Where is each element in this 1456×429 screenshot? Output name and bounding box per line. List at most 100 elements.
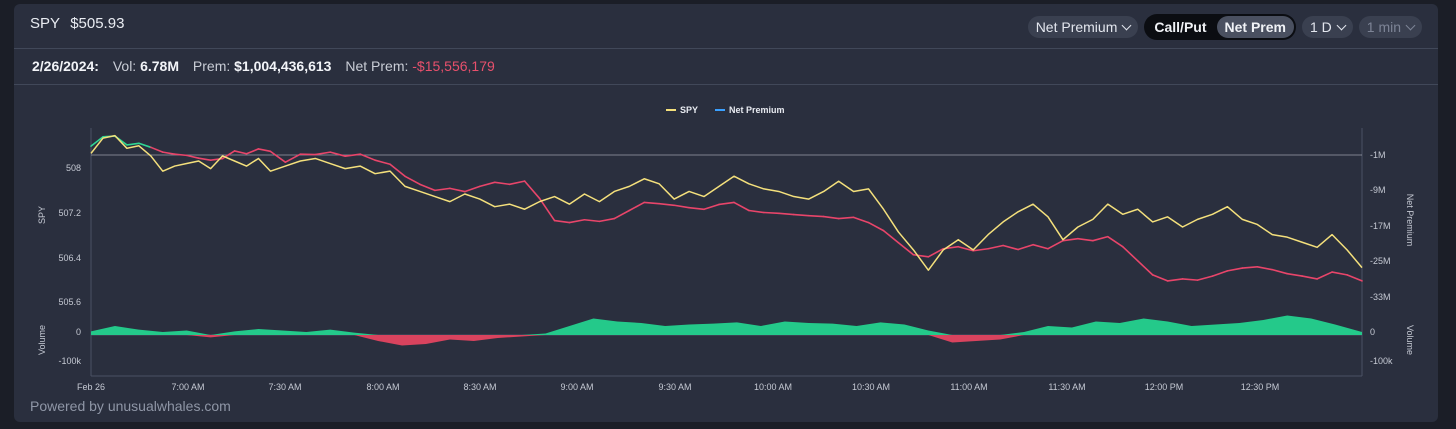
net-premium-segment xyxy=(1181,278,1199,281)
net-premium-segment xyxy=(598,217,616,223)
net-premium-segment xyxy=(643,201,661,205)
net-premium-segment xyxy=(882,229,900,244)
net-premium-segment xyxy=(912,253,930,258)
net-premium-segment xyxy=(1047,239,1064,250)
y-volume-tick-left: -100k xyxy=(58,356,81,366)
net-premium-segment xyxy=(434,187,451,192)
net-premium-segment xyxy=(1211,270,1229,277)
chart-header: SPY $505.93 Net Premium Call/Put Net Pre… xyxy=(14,4,1438,49)
ticker-symbol: SPY xyxy=(30,15,61,32)
net-premium-segment xyxy=(1107,235,1124,248)
chart-controls: Net Premium Call/Put Net Prem 1 D 1 min xyxy=(1027,14,1422,40)
toggle-call-put[interactable]: Call/Put xyxy=(1154,19,1207,35)
x-tick-label: 10:30 AM xyxy=(852,382,890,392)
y-right-tick: -25M xyxy=(1370,256,1391,266)
prem-value: $1,004,436,613 xyxy=(234,58,332,74)
interval-dropdown-label: 1 min xyxy=(1366,19,1401,35)
stats-bar: 2/26/2024: Vol: 6.78M Prem: $1,004,436,6… xyxy=(14,49,1438,85)
powered-by: Powered by unusualwhales.com xyxy=(30,398,231,414)
net-premium-segment xyxy=(927,247,945,258)
y-volume-label-left: Volume xyxy=(37,325,47,355)
y-left-tick: 506.4 xyxy=(58,253,81,263)
net-premium-segment xyxy=(1002,244,1019,251)
net-prem-label: Net Prem: xyxy=(345,58,409,74)
net-premium-segment xyxy=(419,183,436,192)
y-left-tick: 507.2 xyxy=(58,208,81,218)
net-premium-segment xyxy=(126,142,140,146)
net-premium-segment xyxy=(344,153,361,157)
net-premium-segment xyxy=(389,163,406,178)
net-premium-segment xyxy=(1271,268,1289,275)
net-premium-segment xyxy=(150,146,164,153)
net-premium-segment xyxy=(185,154,200,159)
net-premium-segment xyxy=(972,247,989,252)
net-premium-segment xyxy=(748,209,765,214)
net-premium-segment xyxy=(837,216,855,220)
x-tick-label: 12:00 PM xyxy=(1145,382,1184,392)
prem-label: Prem: xyxy=(192,58,231,74)
net-premium-segment xyxy=(1286,272,1303,277)
net-premium-segment xyxy=(897,241,915,256)
net-premium-segment xyxy=(822,215,840,220)
ticker-price: SPY $505.93 xyxy=(30,15,130,32)
x-tick-label: 9:30 AM xyxy=(658,382,691,392)
range-dropdown[interactable]: 1 D xyxy=(1301,16,1353,38)
toggle-net-prem[interactable]: Net Prem xyxy=(1216,16,1294,38)
range-dropdown-label: 1 D xyxy=(1309,19,1332,35)
current-price: $505.93 xyxy=(70,15,125,32)
x-tick-label: 7:00 AM xyxy=(171,382,204,392)
net-premium-segment xyxy=(404,175,421,186)
net-premium-segment xyxy=(538,197,556,222)
net-premium-segment xyxy=(374,159,391,166)
net-premium-segment xyxy=(957,245,975,252)
net-premium-segment xyxy=(245,148,260,155)
chevron-down-icon xyxy=(1336,20,1347,30)
net-premium-segment xyxy=(1331,271,1348,276)
net-premium-segment xyxy=(987,244,1004,250)
net-premium-segment xyxy=(807,214,825,218)
net-premium-segment xyxy=(359,153,376,161)
net-premium-segment xyxy=(1256,266,1274,271)
net-premium-segment xyxy=(329,151,347,157)
y-right-tick: -17M xyxy=(1370,221,1391,231)
x-tick-label: 8:30 AM xyxy=(463,382,496,392)
net-premium-segment xyxy=(568,218,586,224)
spy-line xyxy=(90,134,1363,271)
net-premium-segment xyxy=(161,151,176,155)
net-premium-segment xyxy=(583,218,601,223)
x-tick-label: 8:00 AM xyxy=(366,382,399,392)
price-premium-chart[interactable]: SPY Net Premium 508 507.2 506.4 505.6 0 -100k -1… xyxy=(14,90,1438,400)
net-premium-segment xyxy=(173,153,188,157)
volume-area-positive xyxy=(91,315,1362,335)
y-left-tick: 505.6 xyxy=(58,297,81,307)
x-tick-label: 9:00 AM xyxy=(560,382,593,392)
x-tick-label: 12:30 PM xyxy=(1241,382,1280,392)
interval-dropdown[interactable]: 1 min xyxy=(1358,16,1422,38)
net-premium-segment xyxy=(449,187,466,193)
legend-label-1: Net Premium xyxy=(729,105,785,115)
net-premium-segment xyxy=(1062,237,1079,242)
chevron-down-icon xyxy=(1121,20,1132,30)
metric-dropdown-label: Net Premium xyxy=(1035,19,1118,35)
volume-area-negative xyxy=(91,335,1362,346)
y-right-tick: -1M xyxy=(1370,150,1386,160)
net-premium-segment xyxy=(1301,275,1318,280)
net-premium-segment xyxy=(733,201,750,212)
net-premium-segment xyxy=(1346,274,1363,282)
net-premium-segment xyxy=(1092,235,1109,242)
x-tick-label: 11:30 AM xyxy=(1048,382,1085,392)
net-premium-segment xyxy=(1121,245,1139,262)
net-premium-segment xyxy=(493,181,511,186)
x-tick-label: 11:00 AM xyxy=(950,382,987,392)
net-premium-segment xyxy=(269,150,287,164)
chevron-down-icon xyxy=(1405,20,1416,30)
net-premium-segment xyxy=(553,219,571,224)
metric-dropdown[interactable]: Net Premium xyxy=(1027,16,1139,38)
net-premium-segment xyxy=(257,148,272,153)
net-premium-segment xyxy=(138,142,152,149)
net-premium-segment xyxy=(852,216,870,224)
y-left-label: SPY xyxy=(37,206,47,224)
net-premium-segment xyxy=(1316,271,1333,280)
net-premium-segment xyxy=(673,204,690,209)
net-premium-segment xyxy=(1077,237,1094,242)
